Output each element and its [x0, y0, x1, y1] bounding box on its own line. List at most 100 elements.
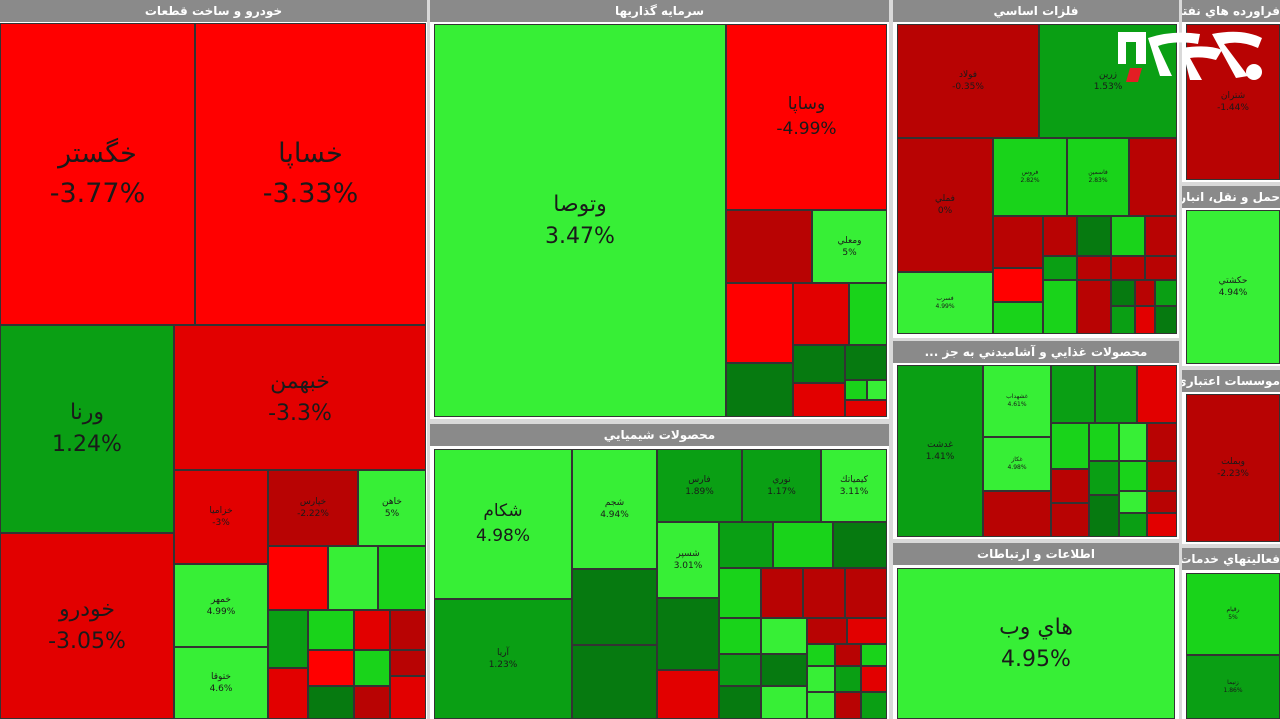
stock-tile[interactable]: [719, 568, 761, 618]
stock-tile[interactable]: [845, 380, 867, 400]
stock-tile[interactable]: [807, 666, 835, 692]
stock-tile[interactable]: [1051, 423, 1089, 469]
stock-tile-shakam[interactable]: شكام 4.98%: [434, 449, 572, 599]
stock-tile[interactable]: [308, 610, 354, 650]
stock-tile[interactable]: [572, 645, 657, 719]
stock-tile[interactable]: [268, 668, 308, 719]
stock-tile[interactable]: [761, 618, 807, 654]
stock-tile[interactable]: [1077, 280, 1111, 334]
stock-tile-fmeli[interactable]: فملي 0%: [897, 138, 993, 272]
stock-tile-hakashti[interactable]: حكشتي 4.94%: [1186, 210, 1280, 364]
stock-tile[interactable]: [1145, 216, 1177, 256]
stock-tile[interactable]: [1051, 503, 1089, 537]
stock-tile[interactable]: [1051, 469, 1089, 503]
stock-tile[interactable]: [1147, 423, 1177, 461]
stock-tile-folad[interactable]: فولاد -0.35%: [897, 24, 1039, 138]
stock-tile[interactable]: [807, 644, 835, 666]
stock-tile[interactable]: [861, 692, 887, 719]
stock-tile-khsapa[interactable]: خساپا -3.33%: [195, 23, 426, 325]
stock-tile[interactable]: [1119, 461, 1147, 491]
stock-tile[interactable]: [807, 618, 847, 644]
stock-tile-shajam[interactable]: شجم 4.94%: [572, 449, 657, 569]
stock-tile[interactable]: [993, 268, 1043, 302]
stock-tile[interactable]: [1129, 138, 1177, 216]
stock-tile-shasepar[interactable]: شسپر 3.01%: [657, 522, 719, 598]
stock-tile[interactable]: [835, 692, 861, 719]
stock-tile[interactable]: [761, 568, 803, 618]
stock-tile-khzamia[interactable]: خزاميا -3%: [174, 470, 268, 564]
stock-tile[interactable]: [1119, 423, 1147, 461]
stock-tile[interactable]: [1145, 256, 1177, 280]
stock-tile[interactable]: [726, 210, 812, 283]
stock-tile[interactable]: [1111, 256, 1145, 280]
stock-tile[interactable]: [793, 345, 845, 383]
stock-tile-khegostar[interactable]: خگستر -3.77%: [0, 23, 195, 325]
stock-tile-vtosa[interactable]: وتوصا 3.47%: [434, 24, 726, 417]
stock-tile[interactable]: [719, 686, 761, 719]
stock-tile[interactable]: [983, 491, 1051, 537]
stock-tile[interactable]: [835, 666, 861, 692]
stock-tile[interactable]: [719, 654, 761, 686]
stock-tile[interactable]: [572, 569, 657, 645]
stock-tile-arya[interactable]: آريا 1.23%: [434, 599, 572, 719]
stock-tile[interactable]: [390, 676, 426, 719]
stock-tile[interactable]: [861, 666, 887, 692]
stock-tile-khpars[interactable]: خپارس -2.22%: [268, 470, 358, 546]
stock-tile[interactable]: [761, 686, 807, 719]
stock-tile[interactable]: [726, 283, 793, 363]
stock-tile-raqiam[interactable]: رقيام 5%: [1186, 573, 1280, 655]
stock-tile[interactable]: [773, 522, 833, 568]
stock-tile-varna[interactable]: ورنا 1.24%: [0, 325, 174, 533]
stock-tile[interactable]: [1147, 461, 1177, 491]
stock-tile[interactable]: [847, 618, 887, 644]
stock-tile[interactable]: [793, 283, 849, 345]
stock-tile[interactable]: [803, 568, 845, 618]
stock-tile[interactable]: [833, 522, 887, 568]
stock-tile[interactable]: [354, 650, 390, 686]
stock-tile[interactable]: [328, 546, 378, 610]
stock-tile[interactable]: [354, 610, 390, 650]
stock-tile[interactable]: [993, 216, 1043, 268]
stock-tile[interactable]: [861, 644, 887, 666]
stock-tile[interactable]: [1111, 280, 1135, 306]
stock-tile[interactable]: [761, 654, 807, 686]
stock-tile[interactable]: [657, 670, 719, 719]
stock-tile[interactable]: [390, 610, 426, 650]
stock-tile[interactable]: [867, 380, 887, 400]
stock-tile[interactable]: [308, 686, 354, 719]
stock-tile[interactable]: [1111, 306, 1135, 334]
stock-tile[interactable]: [1119, 513, 1147, 537]
stock-tile-hiweb[interactable]: هاي وب 4.95%: [897, 568, 1175, 719]
stock-tile[interactable]: [835, 644, 861, 666]
stock-tile-vmellat[interactable]: وبملت -2.23%: [1186, 394, 1280, 542]
stock-tile[interactable]: [1111, 216, 1145, 256]
stock-tile-nouri[interactable]: نوري 1.17%: [742, 449, 821, 522]
stock-tile[interactable]: [1077, 216, 1111, 256]
stock-tile-fasmin[interactable]: فاسمين 2.83%: [1067, 138, 1129, 216]
stock-tile-khmehr[interactable]: خمهر 4.99%: [174, 564, 268, 647]
stock-tile-ghakr[interactable]: غكاز 4.98%: [983, 437, 1051, 491]
stock-tile-fsarb[interactable]: فسرب 4.99%: [897, 272, 993, 334]
stock-tile[interactable]: [354, 686, 390, 719]
stock-tile[interactable]: [1147, 513, 1177, 537]
stock-tile[interactable]: [1095, 365, 1137, 423]
stock-tile[interactable]: [1043, 256, 1077, 280]
stock-tile-khtoga[interactable]: ختوقا 4.6%: [174, 647, 268, 719]
stock-tile[interactable]: [807, 692, 835, 719]
stock-tile-zanima[interactable]: زنيما 1.86%: [1186, 655, 1280, 719]
stock-tile-khbahman[interactable]: خبهمن -3.3%: [174, 325, 426, 470]
stock-tile-khodro[interactable]: خودرو -3.05%: [0, 533, 174, 719]
stock-tile[interactable]: [1043, 280, 1077, 334]
stock-tile[interactable]: [1077, 256, 1111, 280]
stock-tile[interactable]: [1119, 491, 1147, 513]
stock-tile[interactable]: [1155, 306, 1177, 334]
stock-tile-vmaali[interactable]: ومعلي 5%: [812, 210, 887, 283]
stock-tile[interactable]: [793, 383, 845, 417]
stock-tile[interactable]: [1089, 495, 1119, 537]
stock-tile[interactable]: [1135, 306, 1155, 334]
stock-tile[interactable]: [1135, 280, 1155, 306]
stock-tile[interactable]: [845, 345, 887, 380]
stock-tile[interactable]: [845, 400, 887, 417]
stock-tile[interactable]: [657, 598, 719, 670]
stock-tile[interactable]: [1051, 365, 1095, 423]
